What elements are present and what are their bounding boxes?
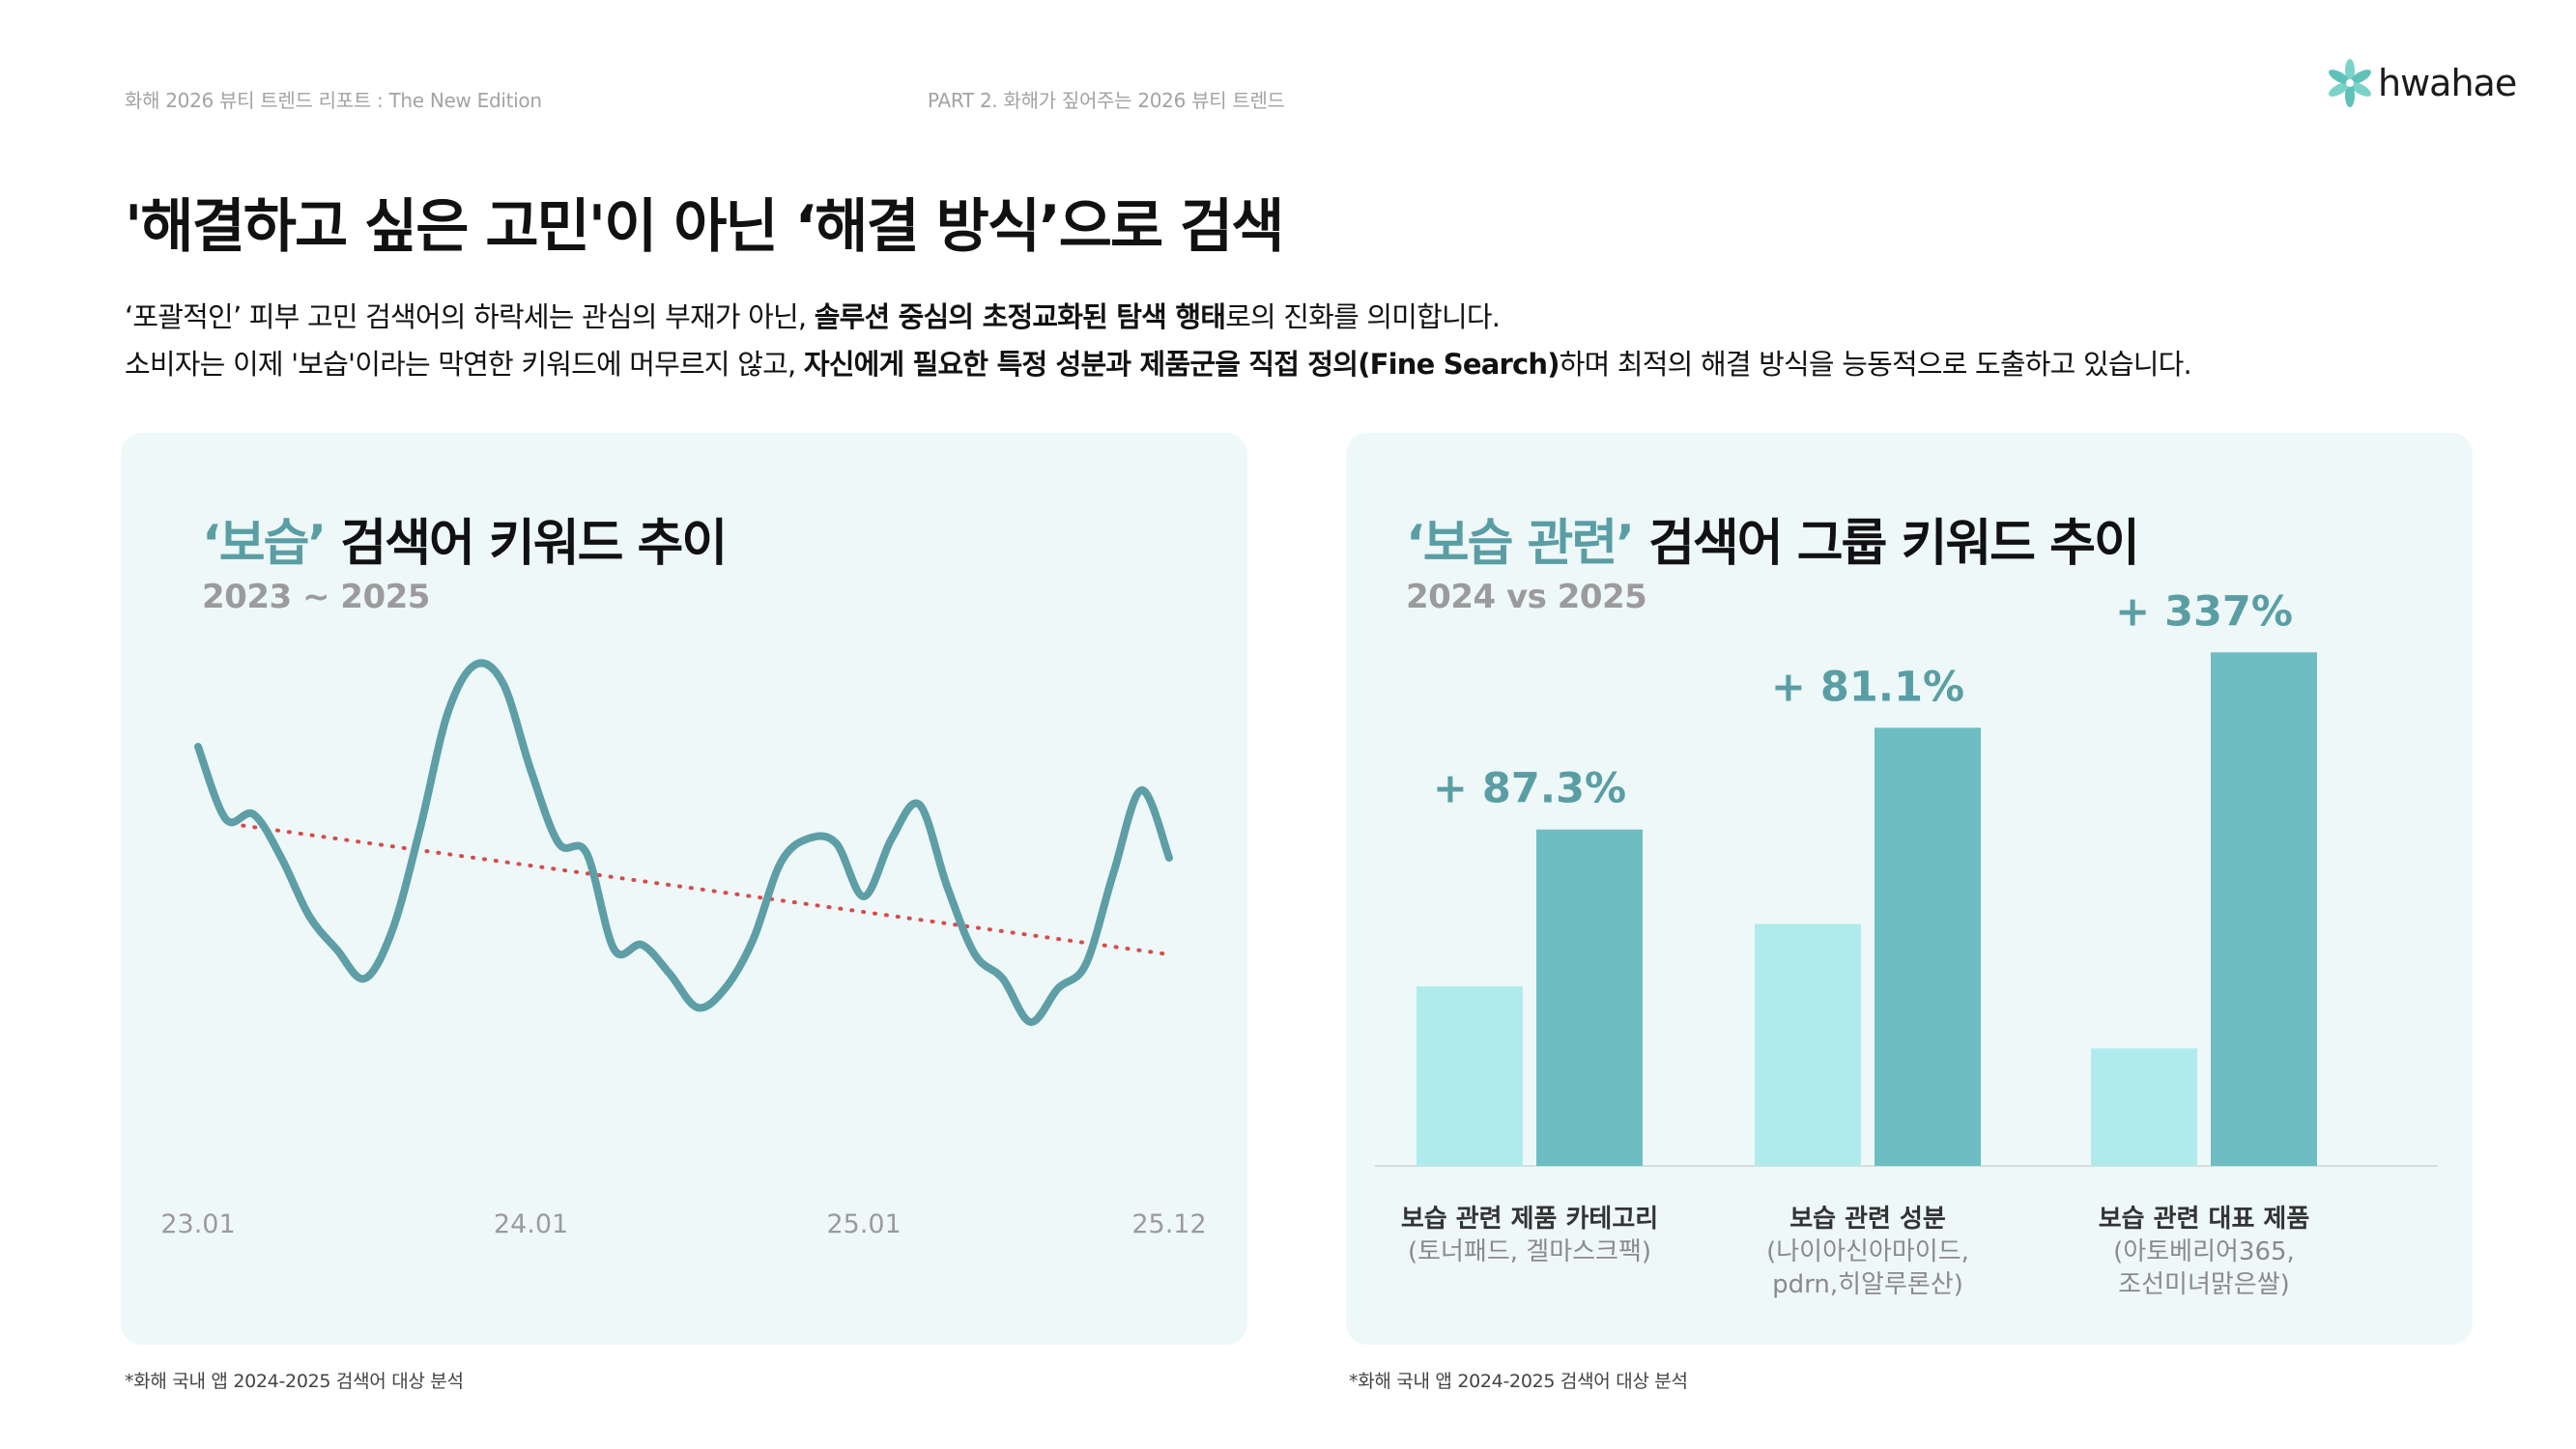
line-chart-subtitle: 2023 ~ 2025 xyxy=(202,578,430,616)
line-chart-footnote: *화해 국내 앱 2024-2025 검색어 대상 분석 xyxy=(125,1371,464,1392)
growth-label: + 81.1% xyxy=(1771,663,1964,711)
line-chart-title: ‘보습’ 검색어 키워드 추이 xyxy=(202,502,728,575)
intro-2-text: 소비자는 이제 '보습'이라는 막연한 키워드에 머무르지 않고, xyxy=(125,348,804,381)
leaf-logo-icon xyxy=(2329,59,2371,107)
keyword-trend-card: ‘보습’ 검색어 키워드 추이 2023 ~ 2025 23.01 24.01 25… xyxy=(121,433,1247,1345)
x-tick-label: 23.01 xyxy=(160,1209,235,1239)
intro-1-tail: 로의 진화를 의미합니다. xyxy=(1225,300,1501,333)
bar-2024 xyxy=(2091,1048,2197,1166)
keyword-trend-line xyxy=(194,659,1173,1026)
x-tick-label: 25.01 xyxy=(826,1209,901,1239)
report-title: 화해 2026 뷰티 트렌드 리포트 : The New Edition xyxy=(125,89,542,112)
category-label: 보습 관련 제품 카테고리 xyxy=(1401,1205,1658,1234)
keyword-group-card: ‘보습 관련’ 검색어 그룹 키워드 추이 2024 vs 2025 + 87.… xyxy=(1346,433,2473,1345)
bar-2025 xyxy=(1875,727,1981,1166)
category-label: 보습 관련 대표 제품 xyxy=(2099,1205,2310,1234)
growth-label: + 337% xyxy=(2115,587,2293,636)
intro-2-bold: 자신에게 필요한 특정 성분과 제품군을 직접 정의(Fine Search) xyxy=(803,348,1560,381)
intro-1-bold: 솔루션 중심의 초정교화된 탐색 행태 xyxy=(814,300,1226,333)
category-sublabel: pdrn,히알루론산) xyxy=(1772,1270,1963,1299)
category-label: 보습 관련 성분 xyxy=(1789,1205,1946,1234)
category-sublabel: (나이아신아마이드, xyxy=(1766,1237,1969,1266)
bar-chart-title-accent: ‘보습 관련’ xyxy=(1406,515,1635,573)
trend-line xyxy=(229,822,1171,956)
line-chart-title-rest: 검색어 키워드 추이 xyxy=(325,515,728,573)
bar-chart-subtitle: 2024 vs 2025 xyxy=(1406,578,1647,616)
category-sublabel: (토너패드, 겔마스크팩) xyxy=(1408,1237,1651,1266)
bar-2024 xyxy=(1417,986,1523,1166)
category-sublabel: (아토베리어365, xyxy=(2113,1237,2295,1266)
intro-line-2: 소비자는 이제 '보습'이라는 막연한 키워드에 머무르지 않고, 자신에게 필… xyxy=(125,342,2192,383)
x-tick-label: 25.12 xyxy=(1131,1209,1206,1239)
growth-label: + 87.3% xyxy=(1433,765,1626,813)
bar-chart-title: ‘보습 관련’ 검색어 그룹 키워드 추이 xyxy=(1406,502,2140,575)
intro-2-tail: 하며 최적의 해결 방식을 능동적으로 도출하고 있습니다. xyxy=(1559,348,2192,381)
bar-2025 xyxy=(1536,829,1643,1166)
section-label: PART 2. 화해가 짚어주는 2026 뷰티 트렌드 xyxy=(928,89,1285,112)
line-chart: 23.01 24.01 25.01 25.12 xyxy=(160,659,1207,1239)
logo-text: hwahae xyxy=(2378,62,2517,104)
page-title: '해결하고 싶은 고민'이 아닌 ‘해결 방식’으로 검색 xyxy=(125,193,1284,261)
bar-2024 xyxy=(1755,923,1861,1166)
bar-chart-footnote: *화해 국내 앱 2024-2025 검색어 대상 분석 xyxy=(1349,1371,1688,1392)
bar-2025 xyxy=(2211,652,2317,1166)
bar-chart-title-rest: 검색어 그룹 키워드 추이 xyxy=(1632,515,2140,573)
bar-chart: + 87.3% 보습 관련 제품 카테고리 (토너패드, 겔마스크팩) + 81.1%… xyxy=(1375,587,2438,1299)
x-tick-label: 24.01 xyxy=(494,1209,568,1239)
brand-logo: hwahae xyxy=(2324,56,2517,110)
intro-1-text: ‘포괄적인’ 피부 고민 검색어의 하락세는 관심의 부재가 아닌, xyxy=(125,300,815,333)
line-chart-title-accent: ‘보습’ xyxy=(202,515,327,573)
intro-line-1: ‘포괄적인’ 피부 고민 검색어의 하락세는 관심의 부재가 아닌, 솔루션 중… xyxy=(125,295,1501,335)
category-sublabel: 조선미녀맑은쌀) xyxy=(2118,1270,2290,1299)
